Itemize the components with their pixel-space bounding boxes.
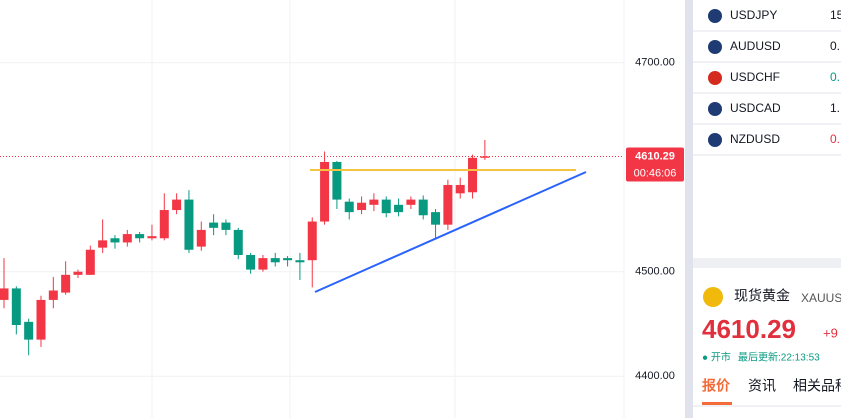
candle-body	[196, 229, 206, 247]
candle-body	[110, 238, 120, 243]
tab[interactable]: 报价	[702, 378, 731, 394]
candle-body	[122, 234, 132, 243]
tab-underline	[702, 402, 732, 405]
candle-body	[443, 184, 453, 225]
flag	[708, 102, 722, 116]
candle-body	[283, 258, 293, 261]
candle-body	[172, 199, 182, 211]
card-code: XAUUS	[801, 291, 841, 305]
tab[interactable]: 资讯	[748, 378, 776, 394]
candle-body	[270, 258, 280, 263]
symbol: AUDUSD	[730, 39, 781, 53]
candle-body	[468, 157, 478, 193]
symbol: USDJPY	[730, 8, 777, 22]
candle-body	[246, 254, 256, 270]
gold-icon	[703, 287, 723, 307]
plot: 4400.00 4500.00 4700.00 4610.29 00:46:06	[0, 57, 684, 382]
watchlist: USDJPY 15 AUDUSD 0. USDCHF 0. USDCAD 1. NZDUSD 0.	[693, 8, 841, 156]
candle-body	[332, 161, 342, 200]
candle-body	[36, 299, 46, 340]
y-tick-label: 4700.00	[635, 57, 675, 69]
y-tick-label: 4400.00	[635, 370, 675, 382]
candle-body	[344, 201, 354, 213]
price-tag-label: 4610.29	[635, 150, 675, 162]
flag	[708, 40, 722, 54]
y-tick-label: 4500.00	[635, 266, 675, 278]
price: 0.	[830, 70, 840, 84]
candle-body	[307, 221, 317, 261]
flag	[708, 71, 722, 85]
card-change: +9	[823, 325, 838, 340]
flag	[708, 9, 722, 23]
candle-body	[159, 210, 169, 239]
symbol: NZDUSD	[730, 132, 780, 146]
price-tag	[626, 147, 684, 182]
candle-body	[85, 249, 95, 275]
candle-body	[431, 212, 441, 225]
price: 0.	[830, 39, 840, 53]
candle-body	[221, 222, 231, 230]
candle-body	[147, 236, 157, 239]
tab[interactable]: 相关品种	[793, 378, 841, 394]
countdown: 00:46:06	[634, 167, 677, 179]
candle-body	[98, 240, 108, 248]
candle-body	[135, 234, 145, 239]
gap	[693, 258, 841, 268]
candle-body	[61, 274, 71, 293]
trend-line	[314, 171, 587, 293]
separator	[685, 0, 693, 418]
status: ● 开市	[702, 351, 731, 364]
candle-body	[73, 271, 83, 275]
symbol: USDCAD	[730, 101, 781, 115]
candle-body	[381, 199, 391, 214]
candle-body	[394, 204, 404, 213]
candle-body	[480, 156, 490, 158]
symbol: USDCHF	[730, 70, 780, 84]
card-name: 现货黄金	[734, 288, 790, 304]
candle-body	[11, 288, 21, 325]
candle-body	[406, 199, 416, 205]
card-price: 4610.29	[702, 314, 796, 344]
candle-body	[209, 222, 219, 228]
price: 15	[830, 8, 841, 22]
candle-body	[418, 199, 428, 216]
candle-body	[233, 229, 243, 255]
candle-body	[0, 288, 9, 300]
candle-body	[357, 202, 367, 211]
candle-body	[320, 161, 330, 222]
candle-body	[455, 184, 465, 194]
flag	[708, 133, 722, 147]
candle-body	[184, 199, 194, 250]
candle-body	[258, 258, 268, 270]
price: 1.	[830, 101, 840, 115]
candle-body	[48, 290, 58, 300]
price: 0.	[830, 132, 840, 146]
updated: 最后更新:22:13:53	[738, 351, 820, 364]
candle-body	[369, 199, 379, 205]
candle-body	[295, 260, 305, 263]
candle-body	[24, 321, 34, 340]
